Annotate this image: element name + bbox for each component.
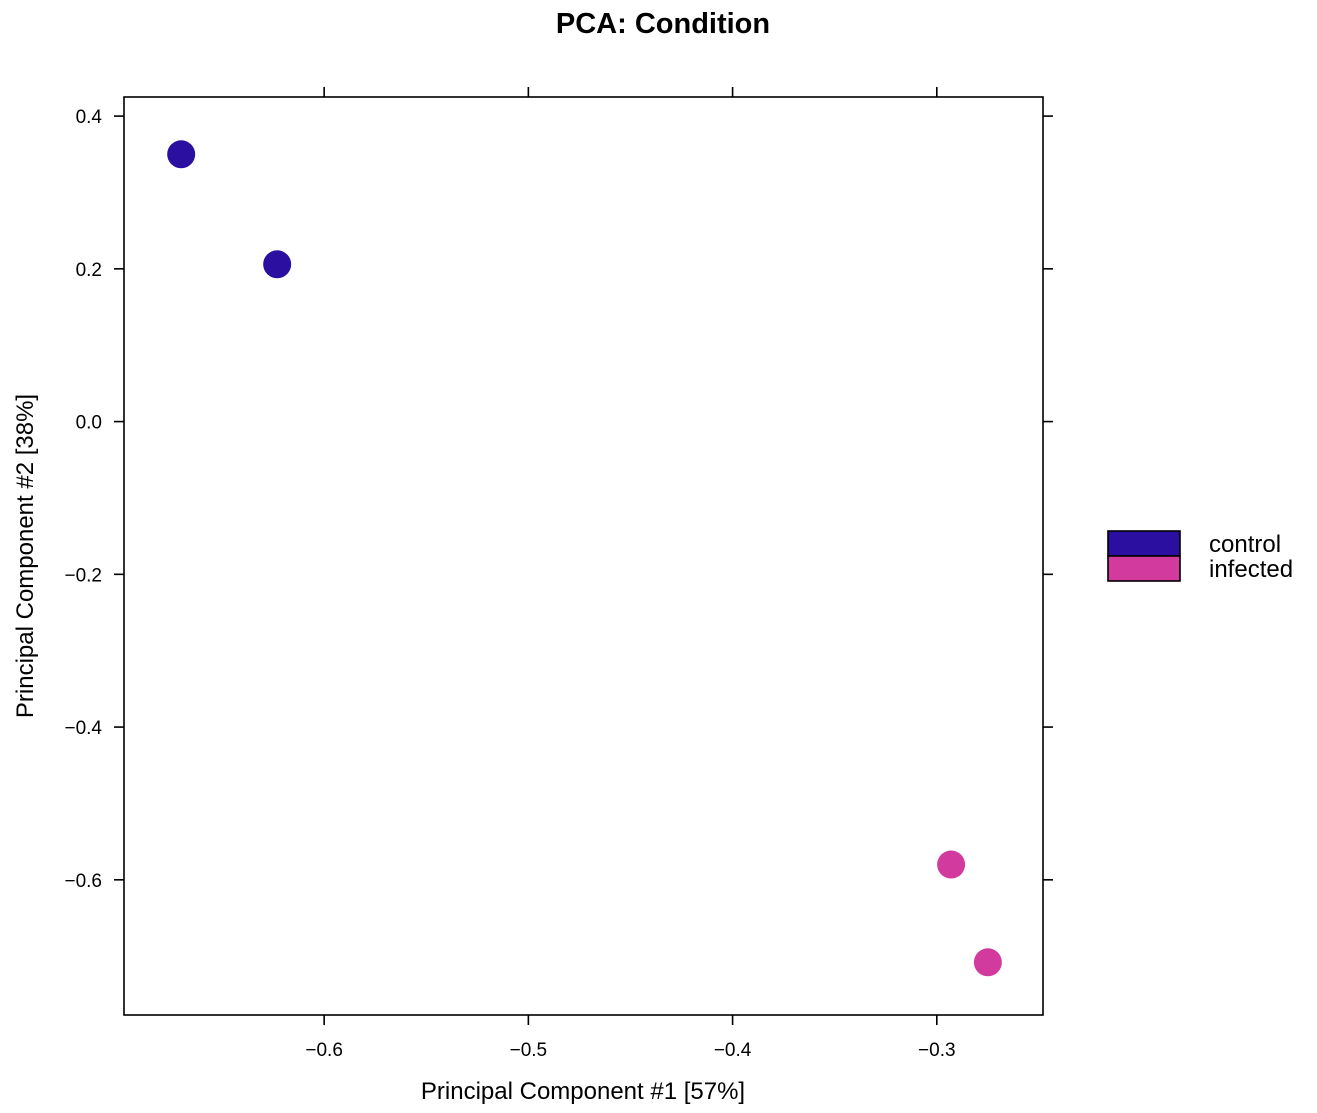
- point-control: [263, 250, 292, 279]
- y-axis-label: Principal Component #2 [38%]: [12, 394, 39, 718]
- legend-swatch-infected: [1107, 555, 1181, 582]
- y-tick-label: 0.2: [76, 260, 102, 281]
- y-axis-ticks: 0.4 0.2 0.0 −0.2 −0.4 −0.6: [64, 107, 1053, 892]
- x-tick-label: −0.6: [305, 1040, 343, 1061]
- x-tick-label: −0.4: [714, 1040, 752, 1061]
- x-tick-label: −0.5: [510, 1040, 548, 1061]
- y-tick-label: −0.6: [64, 871, 102, 892]
- x-axis-ticks: −0.6 −0.5 −0.4 −0.3: [305, 87, 956, 1061]
- legend-swatch-control: [1107, 530, 1181, 557]
- y-tick-label: 0.0: [76, 413, 102, 434]
- plot-frame: [123, 96, 1044, 1016]
- chart-title: PCA: Condition: [556, 8, 770, 40]
- legend-label-infected: infected: [1209, 556, 1293, 583]
- y-tick-label: −0.2: [64, 565, 102, 586]
- legend-label-control: control: [1209, 531, 1281, 558]
- data-points: [167, 140, 1002, 977]
- x-axis-label: Principal Component #1 [57%]: [421, 1078, 745, 1105]
- x-tick-label: −0.3: [918, 1040, 956, 1061]
- y-tick-label: −0.4: [64, 718, 102, 739]
- point-infected: [973, 948, 1002, 977]
- y-tick-label: 0.4: [76, 107, 103, 128]
- point-control: [167, 140, 196, 169]
- point-infected: [937, 850, 966, 879]
